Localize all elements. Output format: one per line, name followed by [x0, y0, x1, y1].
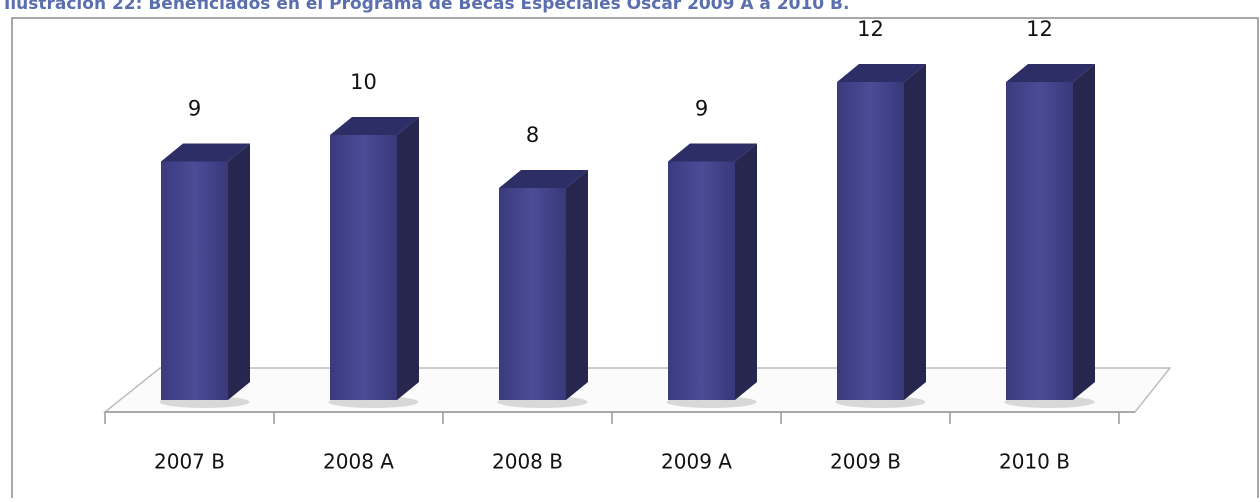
value-label: 12: [857, 17, 884, 41]
bar-top: [668, 143, 757, 162]
bar: [1006, 82, 1073, 400]
x-tick-label: 2009 B: [830, 450, 901, 474]
value-label: 8: [526, 123, 539, 147]
bar-top: [499, 170, 588, 188]
bar-top: [330, 117, 419, 135]
value-label: 9: [188, 97, 201, 121]
bar: [161, 161, 228, 400]
bar-top: [837, 64, 926, 82]
bar-side: [1073, 64, 1095, 400]
bar-side: [228, 143, 250, 400]
bar-side: [566, 170, 588, 400]
x-tick-label: 2008 B: [492, 450, 563, 474]
bar-side: [904, 64, 926, 400]
chart-title: Ilustración 22: Beneficiados en el Progr…: [4, 0, 849, 14]
bar: [837, 82, 904, 400]
value-label: 9: [695, 97, 708, 121]
x-tick-label: 2007 B: [154, 450, 225, 474]
bar: [668, 161, 735, 400]
x-tick-label: 2009 A: [661, 450, 732, 474]
bar: [499, 188, 566, 400]
bar-side: [735, 143, 757, 400]
bar-top: [1006, 64, 1095, 82]
value-label: 12: [1026, 17, 1053, 41]
bar-side: [397, 117, 419, 400]
x-tick-label: 2010 B: [999, 450, 1070, 474]
x-tick-label: 2008 A: [323, 450, 394, 474]
bar: [330, 135, 397, 400]
bar-top: [161, 143, 250, 162]
value-label: 10: [350, 70, 377, 94]
